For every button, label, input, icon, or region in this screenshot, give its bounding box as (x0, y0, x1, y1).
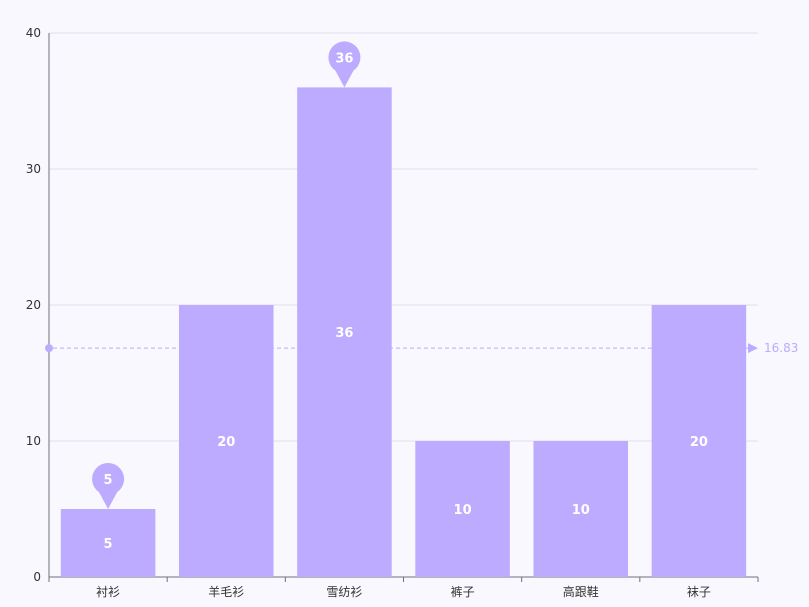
bar-data-label: 10 (572, 503, 590, 518)
x-tick-label: 高跟鞋 (563, 584, 599, 599)
mean-line-label: 16.83 (764, 341, 798, 355)
x-tick-label: 衬衫 (96, 585, 120, 599)
x-tick-label: 袜子 (687, 585, 711, 599)
bar-data-label: 36 (335, 326, 353, 341)
bar (60, 509, 156, 577)
y-tick-label: 40 (26, 26, 41, 40)
mark-layer: 16.83 5 36 (45, 41, 798, 509)
mark-point-pin (92, 463, 125, 509)
bar-layer: 5 20 36 10 10 20 (60, 87, 747, 578)
bar (533, 441, 629, 577)
y-tick-label: 20 (26, 298, 41, 312)
y-tick-label: 30 (26, 162, 41, 176)
bar-data-label: 10 (454, 503, 472, 518)
mark-point-label: 5 (104, 473, 113, 488)
mean-line-start (45, 344, 53, 353)
y-tick-label: 10 (26, 434, 41, 448)
y-tick-label: 0 (33, 570, 41, 584)
bar-data-label: 20 (217, 435, 235, 450)
mean-line-arrow (748, 343, 758, 354)
x-tick-label: 雪纺衫 (326, 585, 362, 599)
bar (651, 305, 747, 577)
bar-data-label: 20 (690, 435, 708, 450)
bar-data-label: 5 (104, 537, 113, 552)
bar (178, 305, 274, 577)
mark-point-label: 36 (335, 51, 353, 66)
x-tick-label: 羊毛衫 (208, 584, 244, 599)
axis-layer: 0 10 20 30 40 衬衫 羊毛衫 雪纺衫 裤子 高跟鞋 袜子 (26, 26, 759, 599)
bar (415, 441, 510, 577)
bar (297, 87, 392, 578)
mark-point-pin (328, 41, 361, 88)
grid-layer (49, 32, 758, 442)
x-tick-label: 裤子 (451, 585, 475, 599)
